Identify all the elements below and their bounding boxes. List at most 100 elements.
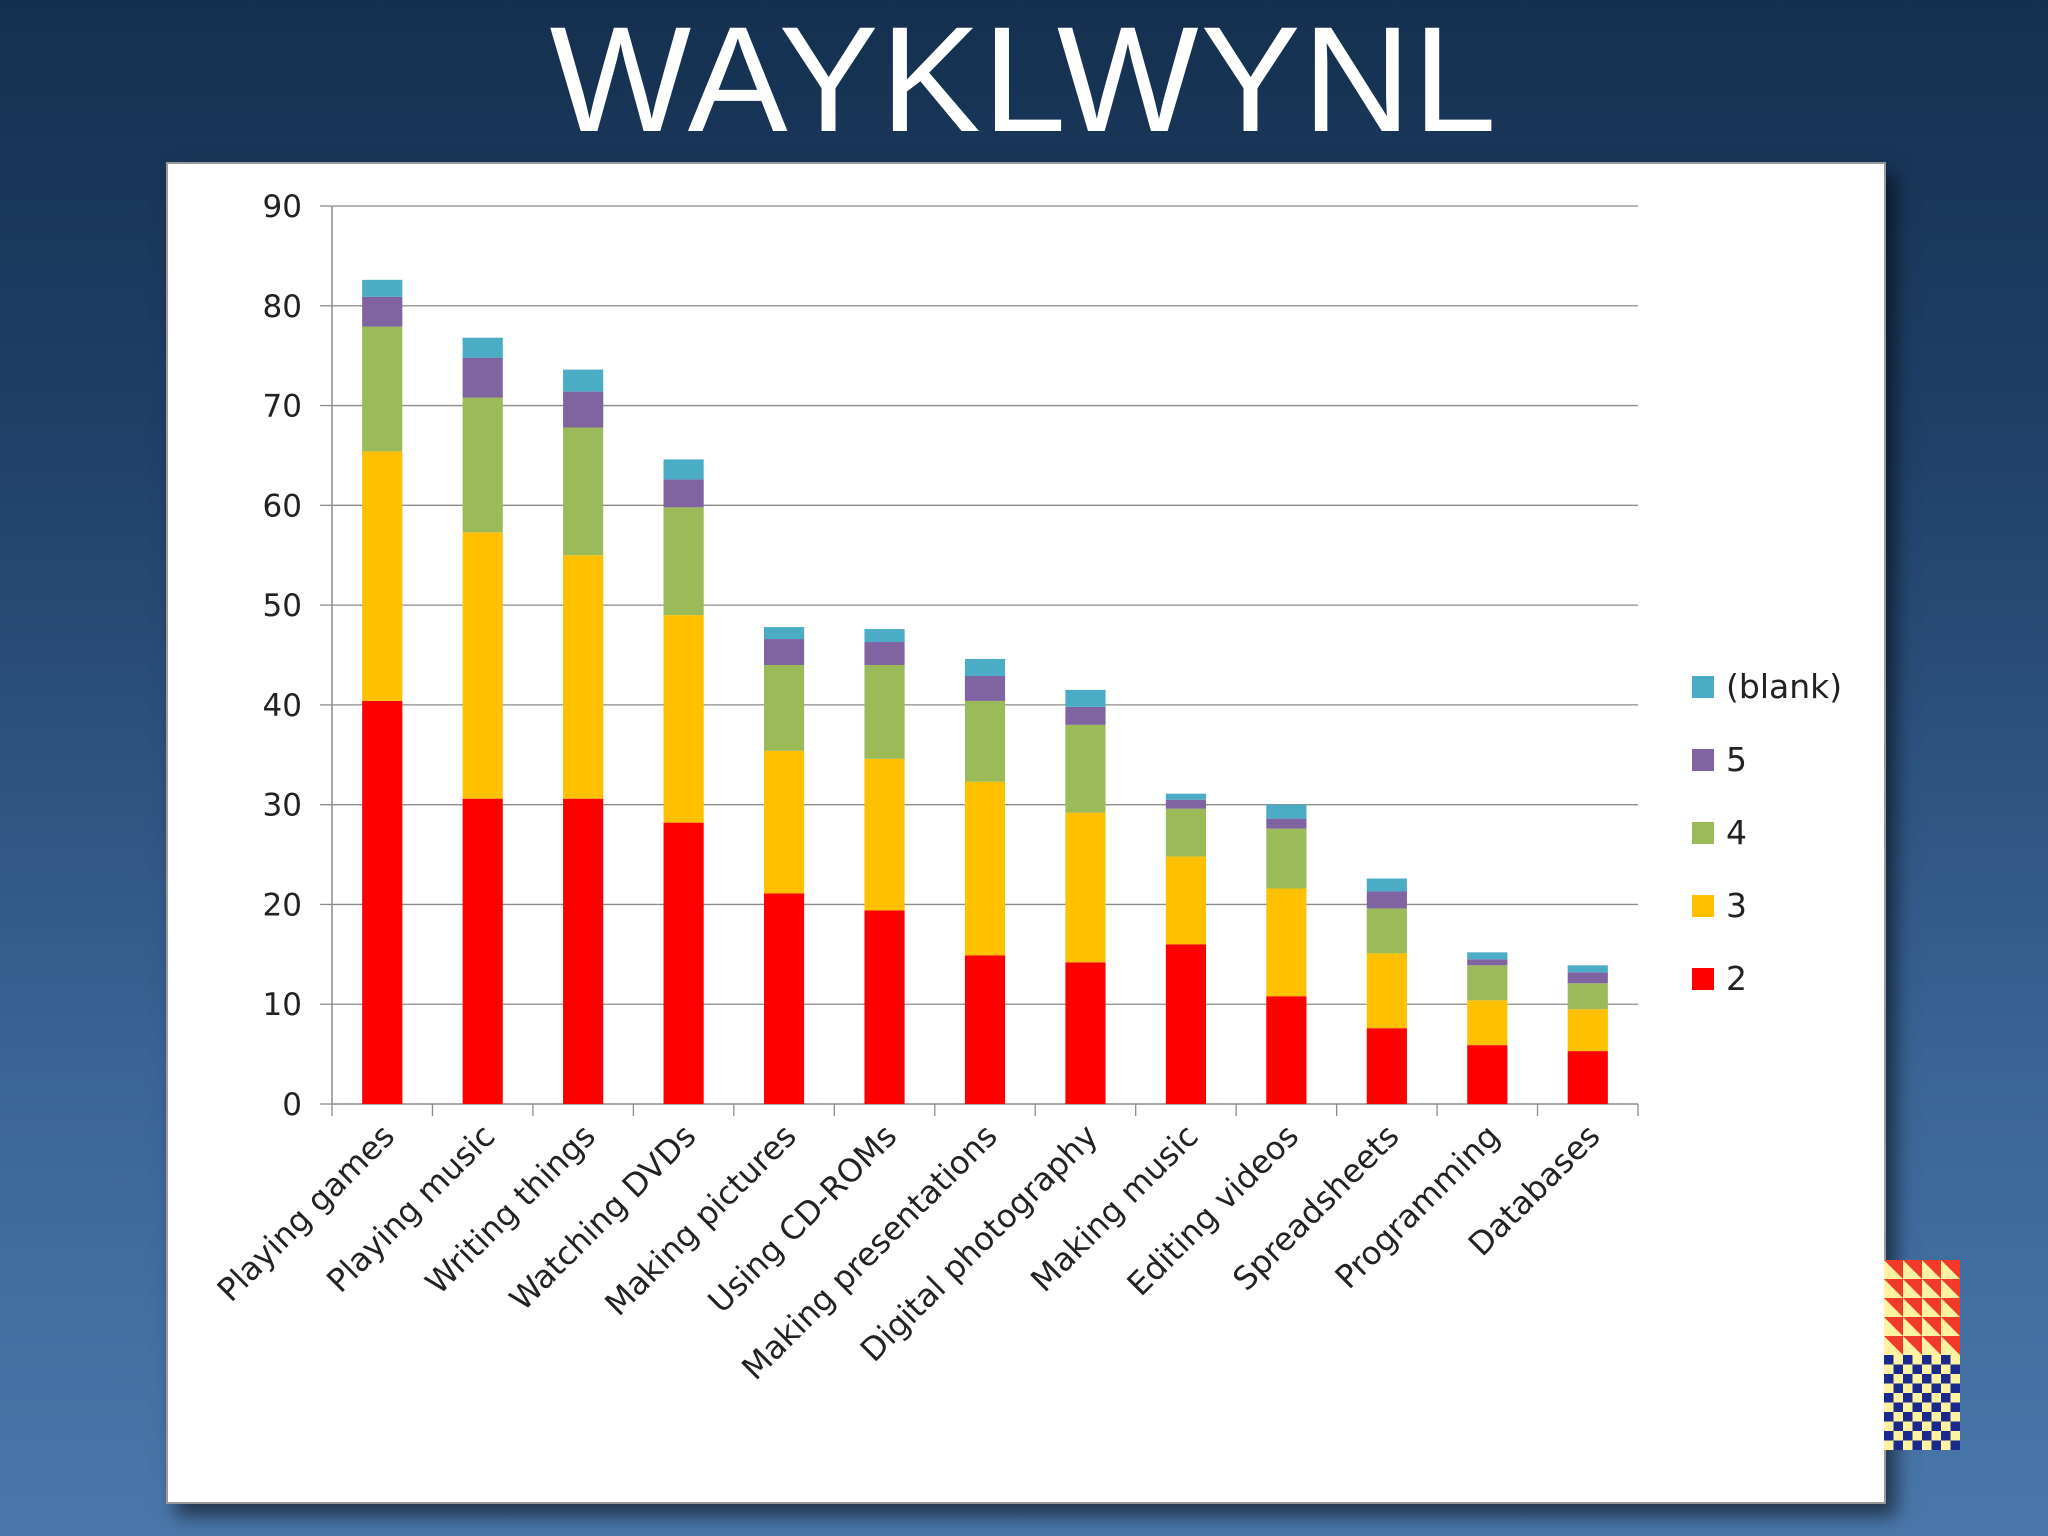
bar-segment-2 (864, 910, 905, 1104)
legend-swatch (1692, 895, 1714, 917)
logo-checker (1950, 1374, 1960, 1384)
bar-segment-5 (763, 639, 805, 665)
logo-checker (1950, 1402, 1960, 1412)
bar-segment-4 (1266, 828, 1307, 889)
bar-segment-4 (964, 700, 1006, 782)
logo-checker (1884, 1355, 1894, 1365)
logo-tile-triangle (1941, 1317, 1960, 1336)
logo-checker (1884, 1402, 1894, 1412)
logo-checker (1903, 1374, 1913, 1384)
bar-segment-5 (362, 296, 403, 327)
logo-checker (1893, 1412, 1903, 1422)
legend-label: 5 (1726, 740, 1747, 779)
logo-checker (1903, 1402, 1913, 1412)
bar-segment-4 (763, 664, 805, 751)
logo-checker (1903, 1421, 1913, 1431)
logo-checker (1931, 1393, 1941, 1403)
legend: (blank) 5 4 3 2 (1692, 667, 1842, 998)
logo-checker (1903, 1440, 1913, 1450)
bar-segment-4 (663, 507, 704, 616)
logo-checker (1912, 1355, 1922, 1365)
bar-segment-blank (1266, 804, 1307, 819)
bar-segment-5 (462, 357, 503, 398)
logo-checker (1893, 1355, 1903, 1365)
y-tick-label: 0 (282, 1087, 302, 1123)
logo-checker (1912, 1364, 1922, 1374)
logo-checker (1893, 1393, 1903, 1403)
bar-segment-3 (1165, 856, 1207, 945)
logo-tile-triangle (1884, 1336, 1903, 1355)
bar-segment-5 (1165, 799, 1207, 809)
logo-checker (1893, 1402, 1903, 1412)
logo-checker (1884, 1374, 1894, 1384)
bar-segment-3 (763, 750, 805, 894)
x-tick-label: Watching DVDs (502, 1117, 703, 1318)
logo-checker (1912, 1383, 1922, 1393)
bar-segment-4 (864, 664, 905, 759)
y-tick-label: 70 (263, 389, 302, 425)
bar-segment-2 (663, 822, 704, 1104)
bar-segment-blank (763, 627, 805, 640)
bar-segment-3 (663, 615, 704, 823)
bar-segment-3 (1366, 953, 1407, 1029)
logo-tile-triangle (1884, 1298, 1903, 1317)
logo-tile-triangle (1922, 1260, 1941, 1279)
logo-checker (1922, 1364, 1932, 1374)
bars (362, 279, 1608, 1104)
bar-segment-5 (1065, 706, 1106, 725)
logo-checker (1922, 1355, 1932, 1365)
logo-checker (1931, 1421, 1941, 1431)
bar-segment-blank (1366, 878, 1407, 892)
bar-segment-4 (462, 397, 503, 533)
bar-segment-2 (1165, 944, 1207, 1104)
logo-checker (1912, 1440, 1922, 1450)
y-tick-label: 30 (263, 788, 302, 824)
logo-tile-triangle (1922, 1336, 1941, 1355)
logo-checker (1912, 1402, 1922, 1412)
logo-checker (1893, 1364, 1903, 1374)
y-tick-label: 90 (263, 189, 302, 225)
logo-tile-triangle (1903, 1336, 1922, 1355)
logo-checker (1941, 1383, 1951, 1393)
logo-checker (1941, 1393, 1951, 1403)
logo-checker (1922, 1393, 1932, 1403)
logo-tile-triangle (1941, 1279, 1960, 1298)
logo-checker (1912, 1431, 1922, 1441)
logo-tile-triangle (1884, 1279, 1903, 1298)
y-tick-label: 20 (263, 887, 302, 923)
x-tick-label: Writing things (418, 1117, 603, 1302)
logo-checker (1922, 1412, 1932, 1422)
logo-checker (1941, 1440, 1951, 1450)
bar-segment-4 (1567, 983, 1608, 1010)
logo-checker (1950, 1421, 1960, 1431)
bar-segment-3 (462, 532, 503, 799)
logo-checker (1931, 1355, 1941, 1365)
x-tick-label: Using CD-ROMs (701, 1117, 905, 1321)
bar-segment-blank (1165, 793, 1207, 800)
logo-checker (1903, 1412, 1913, 1422)
logo-checker (1903, 1364, 1913, 1374)
bar-segment-3 (563, 555, 604, 799)
logo-tile-triangle (1922, 1298, 1941, 1317)
bar-segment-4 (563, 427, 604, 556)
legend-label: 4 (1726, 813, 1747, 852)
bar-segment-5 (864, 642, 905, 665)
logo-checker (1931, 1364, 1941, 1374)
bar-segment-2 (462, 798, 503, 1104)
slide-title: WAYKLWYNL (549, 0, 1499, 163)
bar-segment-2 (1266, 996, 1307, 1104)
bar-segment-5 (1567, 972, 1608, 984)
logo-checker (1941, 1431, 1951, 1441)
logo-tile-triangle (1941, 1298, 1960, 1317)
y-tick-label: 10 (263, 987, 302, 1023)
bar-segment-5 (563, 391, 604, 428)
logo-checker (1941, 1412, 1951, 1422)
bar-segment-3 (1567, 1009, 1608, 1052)
logo-tile-triangle (1903, 1279, 1922, 1298)
logo-checker (1931, 1374, 1941, 1384)
bar-segment-2 (1467, 1045, 1508, 1104)
logo-checker (1884, 1431, 1894, 1441)
bar-segment-3 (362, 451, 403, 701)
bar-segment-2 (563, 798, 604, 1104)
